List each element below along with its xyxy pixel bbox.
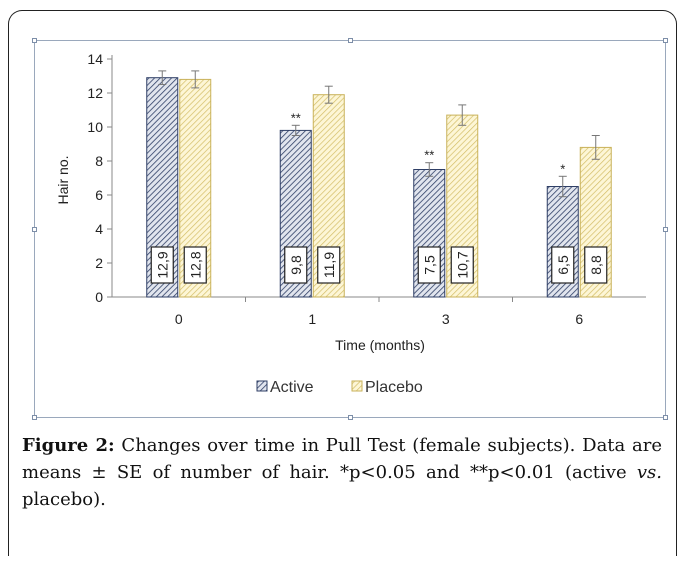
chart-legend: Active Placebo xyxy=(256,379,423,396)
y-tick-label: 10 xyxy=(87,119,103,135)
legend-swatch-placebo xyxy=(351,380,363,392)
data-label-box xyxy=(450,246,474,284)
y-tick-label: 6 xyxy=(95,187,103,203)
y-tick-label: 4 xyxy=(95,221,103,237)
bar-chart: 0 2 4 6 8 10 12 14 0 12,9 12,8 1 ** 9,8 11,9 3 ** 7,5 10,… xyxy=(55,51,646,396)
data-label: 9,8 xyxy=(288,255,304,275)
resize-handle-bl[interactable] xyxy=(32,415,37,420)
y-axis-label: Hair no. xyxy=(55,155,71,204)
figure-frame xyxy=(8,10,677,556)
resize-handle-tl[interactable] xyxy=(32,38,37,43)
y-tick-label: 0 xyxy=(95,289,103,305)
caption-text-end: placebo). xyxy=(22,489,106,510)
resize-handle-tr[interactable] xyxy=(663,38,668,43)
chart-labels: 0 12,9 12,8 1 ** 9,8 11,9 3 ** 7,5 10,7 6 * 6,5 8,8 xyxy=(150,110,608,327)
data-label-box xyxy=(284,246,308,284)
data-label-box xyxy=(584,246,608,284)
resize-handle-br[interactable] xyxy=(663,415,668,420)
x-tick-label: 0 xyxy=(175,311,183,327)
resize-handle-mr[interactable] xyxy=(663,227,668,232)
data-label-box xyxy=(417,246,441,284)
data-label-box xyxy=(551,246,575,284)
caption-text: Changes over time in Pull Test (female s… xyxy=(22,435,662,483)
legend-swatch-active xyxy=(256,380,268,392)
data-label: 11,9 xyxy=(321,252,337,278)
y-tick-label: 12 xyxy=(87,85,103,101)
caption-vs: vs. xyxy=(636,462,662,483)
data-label: 6,5 xyxy=(555,255,571,275)
legend-label-placebo: Placebo xyxy=(365,379,423,396)
data-label-box xyxy=(183,246,207,284)
y-tick-label: 8 xyxy=(95,153,103,169)
data-label: 7,5 xyxy=(421,255,437,275)
caption-label: Figure 2: xyxy=(22,435,115,456)
legend-label-active: Active xyxy=(270,379,314,396)
data-label-box xyxy=(317,246,341,284)
chart-bars xyxy=(146,70,612,298)
resize-handle-bc[interactable] xyxy=(348,415,353,420)
data-label-box xyxy=(150,246,174,284)
significance-marker: ** xyxy=(424,148,434,163)
x-axis-label: Time (months) xyxy=(335,337,425,353)
x-tick-label: 3 xyxy=(442,311,450,327)
figure-caption: Figure 2: Changes over time in Pull Test… xyxy=(22,432,662,513)
x-tick-label: 1 xyxy=(308,311,316,327)
data-label: 8,8 xyxy=(588,255,604,275)
y-tick-label: 14 xyxy=(87,51,103,67)
resize-handle-ml[interactable] xyxy=(32,227,37,232)
significance-marker: * xyxy=(560,161,565,176)
x-tick-label: 6 xyxy=(575,311,583,327)
resize-handle-tc[interactable] xyxy=(348,38,353,43)
data-label: 12,8 xyxy=(187,251,203,278)
significance-marker: ** xyxy=(291,110,301,125)
data-label: 12,9 xyxy=(154,251,170,278)
chart-container xyxy=(32,38,668,420)
data-label: 10,7 xyxy=(454,251,470,278)
y-tick-label: 2 xyxy=(95,255,103,271)
